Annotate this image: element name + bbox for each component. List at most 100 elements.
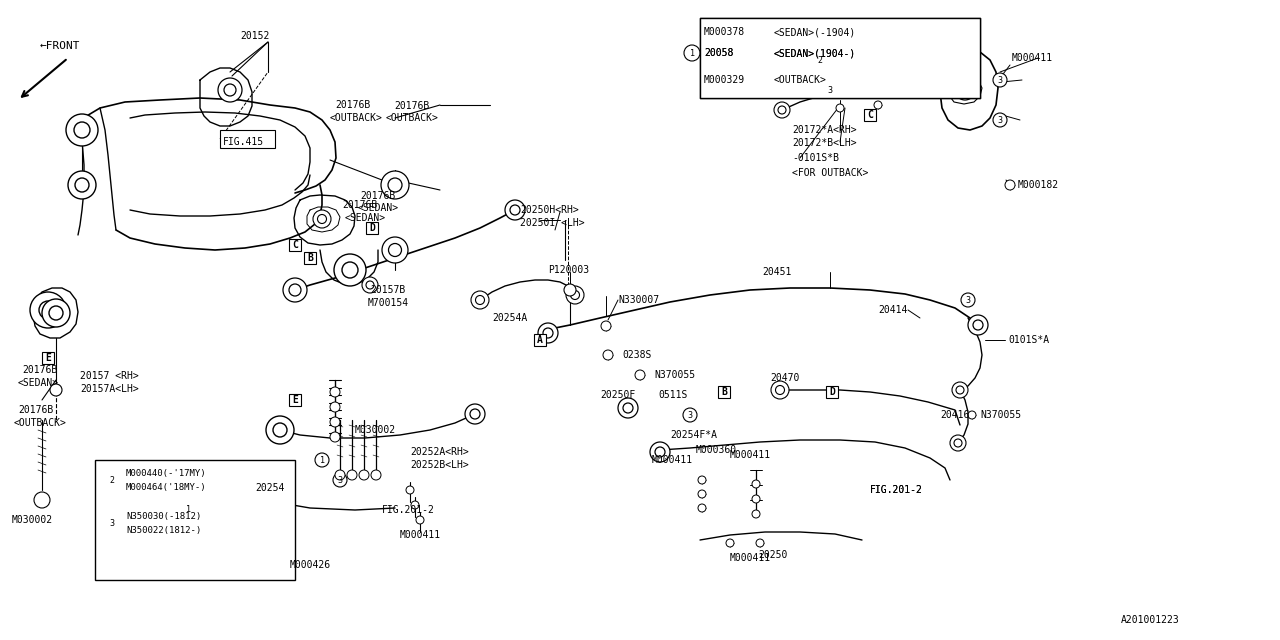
Text: D: D [829,387,835,397]
Circle shape [333,473,347,487]
Text: <FOR OUTBACK>: <FOR OUTBACK> [792,168,868,178]
Circle shape [371,470,381,480]
Text: 20416: 20416 [940,410,969,420]
Circle shape [50,384,61,396]
Circle shape [993,73,1007,87]
Circle shape [778,106,786,114]
Circle shape [602,321,611,331]
Text: D: D [369,223,375,233]
Text: 20254: 20254 [255,483,284,493]
Circle shape [273,423,287,437]
Text: E: E [292,395,298,405]
Text: N350030(-1812): N350030(-1812) [125,511,201,520]
Circle shape [506,200,525,220]
Text: <SEDAN>(-1904): <SEDAN>(-1904) [774,27,856,37]
Circle shape [266,416,294,444]
Text: M000411: M000411 [652,455,694,465]
Circle shape [465,404,485,424]
Circle shape [330,417,340,427]
Text: M000426: M000426 [291,560,332,570]
Text: 20470: 20470 [771,373,800,383]
Text: 20157 <RH>: 20157 <RH> [81,371,138,381]
Text: 3: 3 [687,410,692,419]
Text: N330007: N330007 [618,295,659,305]
Text: N370055: N370055 [980,410,1021,420]
Circle shape [330,432,340,442]
Text: ←FRONT: ←FRONT [40,41,81,51]
Circle shape [870,86,879,94]
Text: 20252A<RH>: 20252A<RH> [410,447,468,457]
Circle shape [411,501,419,509]
Bar [718,386,730,398]
Circle shape [776,385,785,394]
Text: N370055: N370055 [654,370,695,380]
Text: 20250H<RH>: 20250H<RH> [520,205,579,215]
Circle shape [753,480,760,488]
Text: 3: 3 [338,476,343,484]
Text: -0101S*B: -0101S*B [792,153,838,163]
Text: M000182: M000182 [1018,180,1059,190]
Circle shape [955,80,975,100]
Circle shape [698,490,707,498]
Text: 0238S: 0238S [622,350,652,360]
Circle shape [104,515,120,531]
Text: 20254F*A: 20254F*A [669,430,717,440]
Bar [864,109,876,121]
Circle shape [932,80,948,96]
Circle shape [635,370,645,380]
Text: <SEDAN>: <SEDAN> [346,213,387,223]
Bar [289,239,301,251]
Text: M030002: M030002 [12,515,54,525]
Circle shape [381,237,408,263]
Text: M000411: M000411 [1012,53,1053,63]
Text: 20176B: 20176B [22,365,58,375]
Text: M700154: M700154 [369,298,410,308]
Circle shape [388,178,402,192]
Bar [42,352,54,364]
Circle shape [330,402,340,412]
Circle shape [35,492,50,508]
Text: B: B [307,253,312,263]
Text: 2: 2 [818,56,823,65]
Text: 20250F: 20250F [600,390,635,400]
Text: 20250I <LH>: 20250I <LH> [520,218,585,228]
Bar [826,386,838,398]
Text: 20176B: 20176B [335,100,370,110]
Text: 20157B: 20157B [370,285,406,295]
Circle shape [381,171,410,199]
Circle shape [416,516,424,524]
Circle shape [330,387,340,397]
Text: 2: 2 [110,476,114,484]
Circle shape [250,496,261,508]
Circle shape [76,178,90,192]
Circle shape [538,323,558,343]
Circle shape [956,386,964,394]
Circle shape [29,292,67,328]
Circle shape [954,439,963,447]
Text: 3: 3 [965,296,970,305]
Text: 3: 3 [997,115,1002,125]
Text: C: C [292,240,298,250]
Text: 0511S: 0511S [658,390,687,400]
Circle shape [874,101,882,109]
Circle shape [823,83,837,97]
Circle shape [564,284,576,296]
Bar [289,394,301,406]
Circle shape [655,447,666,457]
Circle shape [753,495,760,503]
Circle shape [471,291,489,309]
Text: 20250: 20250 [758,550,787,560]
Circle shape [753,510,760,518]
Text: 1: 1 [186,506,191,515]
Circle shape [993,113,1007,127]
Circle shape [973,320,983,330]
Text: 20176B: 20176B [394,101,429,111]
Text: <OUTBACK>: <OUTBACK> [14,418,67,428]
Text: M000378: M000378 [704,27,745,37]
Text: 20451: 20451 [762,267,791,277]
Bar [305,252,316,264]
Text: 20157A<LH>: 20157A<LH> [81,384,138,394]
Text: M000440(-'17MY): M000440(-'17MY) [125,468,206,477]
Text: B: B [721,387,727,397]
Circle shape [317,214,326,223]
